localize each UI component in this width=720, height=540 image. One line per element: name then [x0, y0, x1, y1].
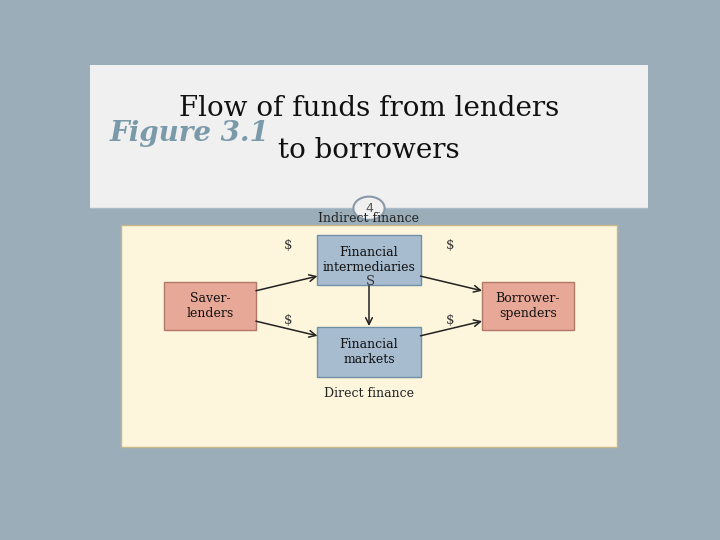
Text: Financial
markets: Financial markets — [340, 338, 398, 366]
FancyBboxPatch shape — [90, 65, 648, 208]
FancyBboxPatch shape — [164, 282, 256, 330]
FancyBboxPatch shape — [482, 282, 574, 330]
Text: Indirect finance: Indirect finance — [318, 212, 420, 225]
FancyBboxPatch shape — [121, 225, 617, 447]
Text: $: $ — [284, 239, 292, 252]
Text: $: $ — [446, 239, 454, 252]
Text: $: $ — [446, 314, 454, 327]
Text: $: $ — [284, 314, 292, 327]
Text: Figure 3.1: Figure 3.1 — [109, 120, 269, 147]
Circle shape — [354, 197, 384, 220]
Text: Flow of funds from lenders: Flow of funds from lenders — [179, 95, 559, 122]
FancyBboxPatch shape — [318, 327, 420, 377]
Text: S: S — [366, 275, 375, 288]
Text: Financial
intermediaries: Financial intermediaries — [323, 246, 415, 274]
Text: to borrowers: to borrowers — [278, 137, 460, 164]
Text: 4: 4 — [365, 202, 373, 215]
Text: Direct finance: Direct finance — [324, 387, 414, 400]
Text: Saver-
lenders: Saver- lenders — [186, 292, 233, 320]
FancyBboxPatch shape — [318, 235, 420, 285]
Text: Borrower-
spenders: Borrower- spenders — [496, 292, 560, 320]
